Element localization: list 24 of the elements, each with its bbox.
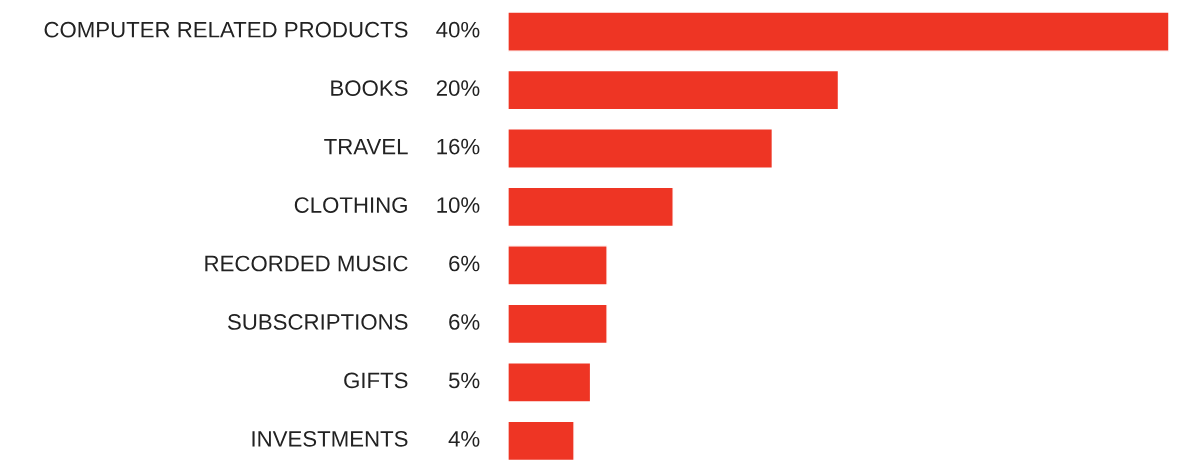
- data-label: 20%: [436, 80, 480, 96]
- bar: [507, 128, 774, 169]
- y-tick-label: COMPUTER RELATED PRODUCTS: [44, 21, 408, 38]
- data-label: 10%: [437, 197, 480, 213]
- bar: [507, 69, 840, 111]
- bar: [507, 420, 575, 462]
- data-label: 6%: [449, 314, 480, 330]
- data-label: 4%: [448, 431, 480, 447]
- y-tick-label: RECORDED MUSIC: [205, 255, 408, 272]
- data-label: 5%: [448, 372, 480, 389]
- bar: [507, 245, 608, 286]
- y-tick-label: BOOKS: [331, 80, 408, 96]
- data-label: 40%: [436, 21, 480, 38]
- bar: [507, 362, 592, 403]
- y-tick-label: INVESTMENTS: [252, 431, 408, 447]
- y-tick-label: CLOTHING: [294, 197, 407, 213]
- bar: [507, 186, 674, 228]
- bar: [507, 11, 1170, 52]
- data-label: 6%: [449, 255, 480, 272]
- y-tick-label: TRAVEL: [324, 138, 408, 155]
- y-tick-label: GIFTS: [344, 372, 408, 389]
- data-label: 16%: [437, 138, 480, 155]
- y-tick-label: SUBSCRIPTIONS: [227, 314, 408, 330]
- bar: [507, 303, 608, 345]
